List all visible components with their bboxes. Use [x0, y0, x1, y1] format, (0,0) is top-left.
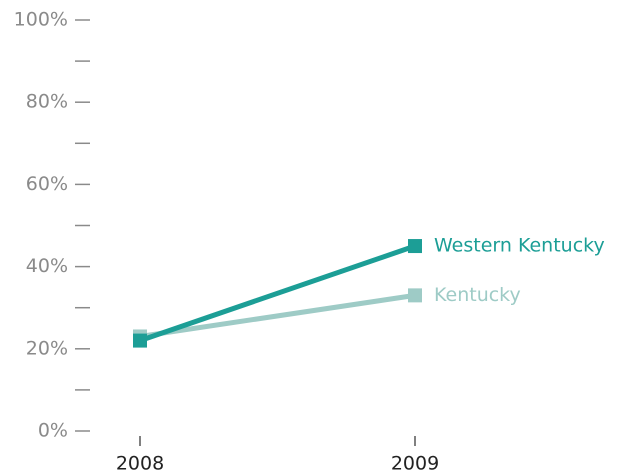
y-tick-label: 40%: [26, 255, 68, 277]
marker: [408, 288, 422, 303]
y-tick-label: 80%: [26, 91, 68, 113]
x-tick-label: 2008: [116, 453, 164, 475]
series-label: Kentucky: [434, 284, 521, 306]
marker: [133, 333, 147, 348]
series-label: Western Kentucky: [434, 235, 605, 257]
y-tick-label: 20%: [26, 337, 68, 359]
y-tick-label: 60%: [26, 173, 68, 195]
y-tick-label: 0%: [38, 420, 68, 442]
series-line: [139, 292, 416, 339]
y-tick-label: 100%: [14, 9, 68, 31]
marker: [408, 239, 422, 254]
x-tick-label: 2009: [391, 453, 439, 475]
series-line: [139, 243, 416, 343]
